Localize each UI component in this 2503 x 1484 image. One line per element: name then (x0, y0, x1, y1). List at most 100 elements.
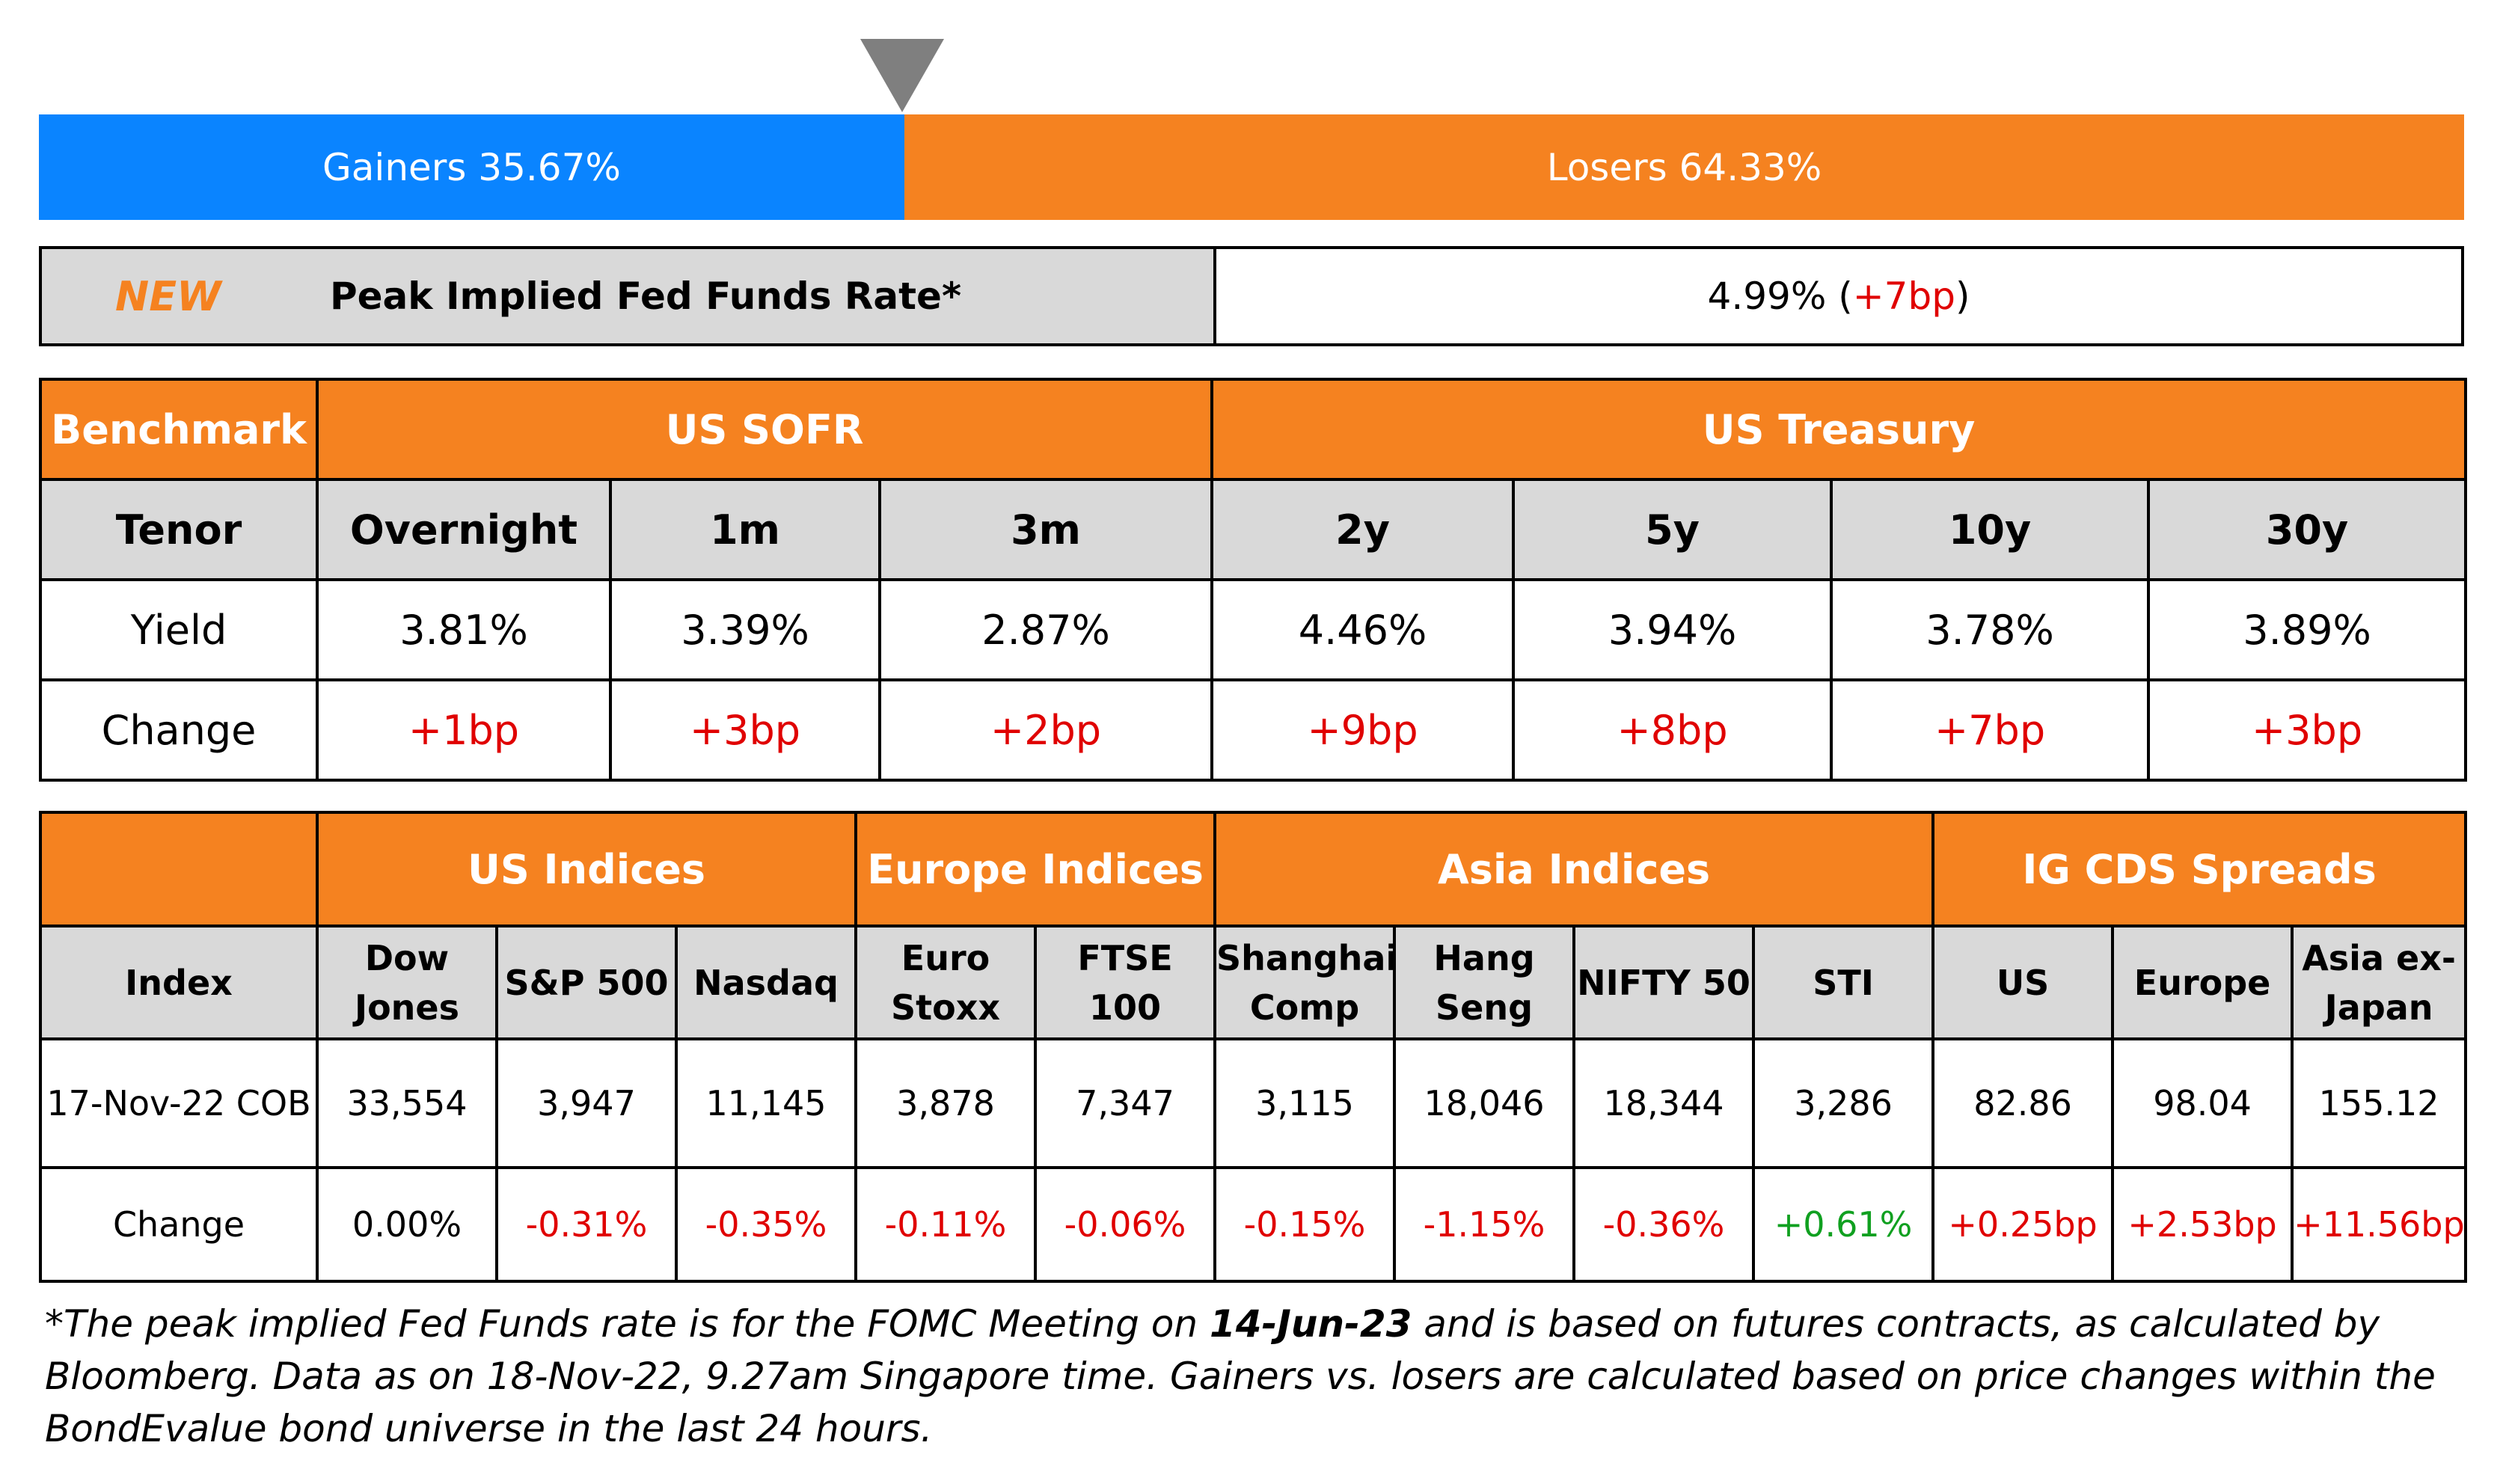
index-value-cell: 98.04 (2111, 1037, 2294, 1169)
peak-rate-change: +7bp (1852, 275, 1955, 318)
index-name-cell: Shanghai Comp (1213, 925, 1398, 1040)
index-change-cell: -1.15% (1393, 1166, 1576, 1283)
index-value-cell: 3,286 (1752, 1037, 1935, 1169)
rates-table: Benchmark US SOFR US Treasury Tenor Over… (39, 378, 2468, 782)
index-name-cell: STI (1752, 925, 1935, 1040)
benchmark-header: Benchmark (39, 378, 319, 481)
rate-change-cell: +2bp (877, 678, 1214, 782)
rate-change-cell: +7bp (1830, 678, 2151, 782)
index-value-cell: 18,046 (1393, 1037, 1576, 1169)
index-name-line1: FTSE 100 (1077, 937, 1173, 1028)
footnote-part2: and is based on futures contracts, as ca… (45, 1302, 2436, 1450)
peak-open-paren: ( (1826, 275, 1853, 318)
index-change-cell: -0.11% (854, 1166, 1038, 1283)
indices-corner-header (39, 811, 319, 927)
yield-cell: 3.81% (316, 578, 612, 681)
yield-cell: 4.46% (1210, 578, 1516, 681)
yield-row-label: Yield (39, 578, 319, 681)
index-name-line2: Seng (1436, 987, 1534, 1028)
index-name-line1: Euro (901, 937, 990, 978)
index-change-cell: -0.35% (674, 1166, 858, 1283)
index-value-cell: 11,145 (674, 1037, 858, 1169)
index-change-cell: -0.36% (1572, 1166, 1756, 1283)
index-value-cell: 33,554 (316, 1037, 498, 1169)
index-value-cell: 18,344 (1572, 1037, 1756, 1169)
yield-cell: 3.39% (609, 578, 881, 681)
index-value-cell: 3,878 (854, 1037, 1038, 1169)
index-change-cell: +0.25bp (1931, 1166, 2115, 1283)
index-name-cell: Nasdaq (674, 925, 858, 1040)
peak-rate-value: 4.99% (1707, 275, 1827, 318)
peak-rate-label: Peak Implied Fed Funds Rate* (330, 275, 962, 318)
yield-cell: 3.89% (2147, 578, 2468, 681)
index-name-cell: Europe (2111, 925, 2294, 1040)
gainers-segment: Gainers 35.67% (39, 114, 904, 220)
yield-cell: 3.94% (1512, 578, 1833, 681)
rate-change-cell: +3bp (609, 678, 881, 782)
tenor-cell: 5y (1512, 478, 1833, 581)
index-name-line1: STI (1813, 962, 1874, 1003)
tenor-cell: 3m (877, 478, 1214, 581)
date-label: 17-Nov-22 COB (39, 1037, 319, 1169)
index-value-cell: 3,115 (1213, 1037, 1397, 1169)
rate-change-cell: +8bp (1512, 678, 1833, 782)
tenor-cell: 2y (1210, 478, 1516, 581)
peak-rate-label-cell: NEW Peak Implied Fed Funds Rate* (42, 249, 1216, 343)
europe-indices-header: Europe Indices (854, 811, 1217, 927)
rate-change-cell: +9bp (1210, 678, 1516, 782)
sofr-group-header: US SOFR (315, 378, 1214, 481)
index-name-line1: S&P 500 (504, 962, 669, 1003)
index-change-cell: +2.53bp (2111, 1166, 2294, 1283)
index-change-cell: -0.31% (495, 1166, 678, 1283)
new-badge: NEW (115, 272, 221, 320)
position-marker-icon (860, 39, 944, 112)
index-value-cell: 155.12 (2291, 1037, 2468, 1169)
index-name-cell: NIFTY 50 (1572, 925, 1756, 1040)
index-name-cell: FTSE 100 (1034, 925, 1217, 1040)
footnote-date: 14-Jun-23 (1209, 1302, 1412, 1346)
yield-cell: 2.87% (877, 578, 1214, 681)
rate-change-cell: +3bp (2147, 678, 2468, 782)
indices-table: US Indices Europe Indices Asia Indices I… (39, 811, 2468, 1283)
index-name-line1: Nasdaq (693, 962, 839, 1003)
index-name-cell: Euro Stoxx (854, 925, 1038, 1040)
rate-change-cell: +1bp (316, 678, 612, 782)
index-change-cell: -0.15% (1213, 1166, 1397, 1283)
index-value-cell: 7,347 (1034, 1037, 1217, 1169)
index-name-cell: Hang Seng (1393, 925, 1576, 1040)
gainers-losers-bar: Gainers 35.67% Losers 64.33% (39, 114, 2464, 220)
tenor-cell: 30y (2147, 478, 2468, 581)
losers-segment: Losers 64.33% (904, 114, 2464, 220)
ig-cds-header: IG CDS Spreads (1931, 811, 2468, 927)
treasury-group-header: US Treasury (1210, 378, 2468, 481)
peak-close-paren: ) (1955, 275, 1970, 318)
peak-rate-row: NEW Peak Implied Fed Funds Rate* 4.99% (… (39, 246, 2464, 346)
index-name-line2: Stoxx (890, 987, 1001, 1028)
index-name-cell: S&P 500 (495, 925, 678, 1040)
index-name-line1: Dow (364, 937, 450, 978)
gainers-label: Gainers 35.67% (322, 145, 621, 189)
losers-label: Losers 64.33% (1546, 145, 1822, 189)
index-value-cell: 82.86 (1931, 1037, 2115, 1169)
index-name-line1: Asia ex- (2302, 937, 2456, 978)
tenor-cell: 1m (609, 478, 881, 581)
index-name-cell: US (1931, 925, 2115, 1040)
index-value-cell: 3,947 (495, 1037, 678, 1169)
asia-indices-header: Asia Indices (1213, 811, 1935, 927)
tenor-cell: Overnight (316, 478, 612, 581)
tenor-cell: 10y (1830, 478, 2151, 581)
index-change-cell: +0.61% (1752, 1166, 1935, 1283)
index-name-line1: Europe (2133, 962, 2271, 1003)
index-name-cell: Asia ex- Japan (2291, 925, 2468, 1040)
footnote-part1: *The peak implied Fed Funds rate is for … (45, 1302, 1210, 1346)
change-row-label: Change (39, 678, 319, 782)
index-name-line1: Hang (1433, 937, 1535, 978)
tenor-header: Tenor (39, 478, 319, 581)
index-name-line1: US (1996, 962, 2050, 1003)
index-change-cell: 0.00% (316, 1166, 498, 1283)
index-name-line1: NIFTY 50 (1577, 962, 1750, 1003)
peak-rate-value-cell: 4.99% (+7bp) (1216, 249, 2461, 343)
index-change-row-label: Change (39, 1166, 319, 1283)
index-name-line2: Comp (1249, 987, 1360, 1028)
index-name-line1: Shanghai (1216, 937, 1398, 978)
